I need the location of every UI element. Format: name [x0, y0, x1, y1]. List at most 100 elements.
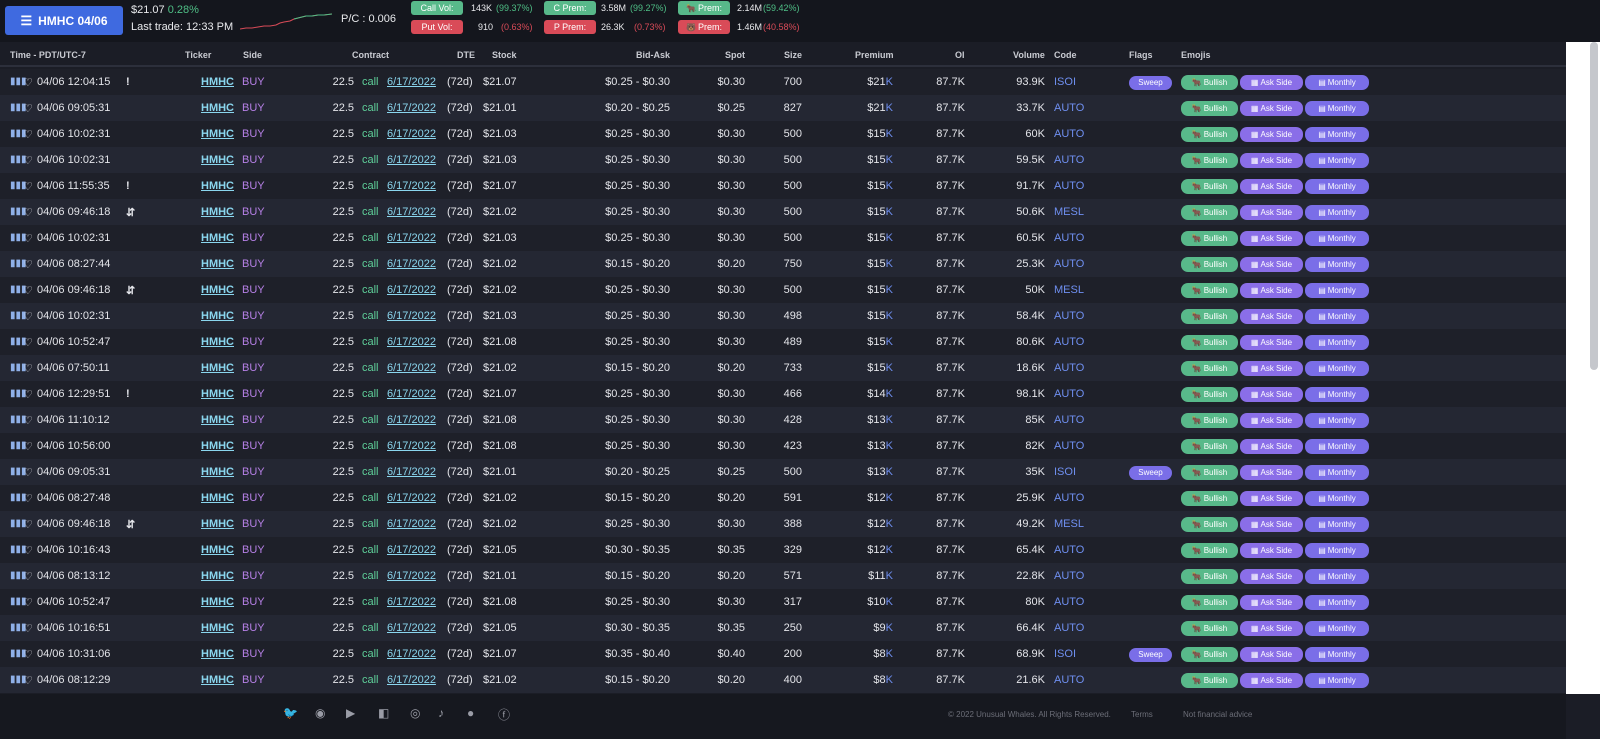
cell-ticker-link[interactable]: HMHC	[201, 284, 234, 296]
chart-icon[interactable]: ▮▮▮	[10, 362, 27, 373]
cell-expiry-link[interactable]: 6/17/2022	[387, 102, 436, 114]
heart-icon[interactable]: ♡	[23, 675, 33, 687]
table-row[interactable]: ▮▮▮ ♡ 04/06 10:16:43 HMHC BUY 22.5 call 6/17/20…	[0, 537, 1566, 563]
cell-expiry-link[interactable]: 6/17/2022	[387, 570, 436, 582]
col-side[interactable]: Side	[243, 50, 263, 60]
twitch-icon[interactable]: ◧	[378, 706, 390, 720]
table-row[interactable]: ▮▮▮ ♡ 04/06 09:46:18 ⇵ HMHC BUY 22.5 call 6/17/2…	[0, 511, 1566, 537]
heart-icon[interactable]: ♡	[23, 545, 33, 557]
cell-ticker-link[interactable]: HMHC	[201, 76, 234, 88]
heart-icon[interactable]: ♡	[23, 389, 33, 401]
table-row[interactable]: ▮▮▮ ♡ 04/06 12:04:15! HMHC BUY 22.5 call 6/17/2…	[0, 69, 1566, 95]
col-premium[interactable]: Premium	[855, 50, 894, 60]
cell-ticker-link[interactable]: HMHC	[201, 466, 234, 478]
heart-icon[interactable]: ♡	[23, 207, 33, 219]
chart-icon[interactable]: ▮▮▮	[10, 622, 27, 633]
heart-icon[interactable]: ♡	[23, 259, 33, 271]
cell-ticker-link[interactable]: HMHC	[201, 232, 234, 244]
table-row[interactable]: ▮▮▮ ♡ 04/06 10:02:31 HMHC BUY 22.5 call 6/17/20…	[0, 225, 1566, 251]
chart-icon[interactable]: ▮▮▮	[10, 76, 27, 87]
table-row[interactable]: ▮▮▮ ♡ 04/06 08:12:29 HMHC BUY 22.5 call 6/17/20…	[0, 667, 1566, 693]
heart-icon[interactable]: ♡	[23, 493, 33, 505]
cell-expiry-link[interactable]: 6/17/2022	[387, 232, 436, 244]
table-row[interactable]: ▮▮▮ ♡ 04/06 10:02:31 HMHC BUY 22.5 call 6/17/20…	[0, 303, 1566, 329]
cell-expiry-link[interactable]: 6/17/2022	[387, 336, 436, 348]
cell-ticker-link[interactable]: HMHC	[201, 206, 234, 218]
vertical-scrollbar[interactable]	[1566, 42, 1600, 694]
cell-ticker-link[interactable]: HMHC	[201, 518, 234, 530]
table-row[interactable]: ▮▮▮ ♡ 04/06 10:31:06 HMHC BUY 22.5 call 6/17/20…	[0, 641, 1566, 667]
chart-icon[interactable]: ▮▮▮	[10, 388, 27, 399]
heart-icon[interactable]: ♡	[23, 337, 33, 349]
instagram-icon[interactable]: ◎	[410, 706, 421, 720]
cell-expiry-link[interactable]: 6/17/2022	[387, 440, 436, 452]
cell-ticker-link[interactable]: HMHC	[201, 596, 234, 608]
chart-icon[interactable]: ▮▮▮	[10, 180, 27, 191]
heart-icon[interactable]: ♡	[23, 649, 33, 661]
col-flags[interactable]: Flags	[1129, 50, 1153, 60]
col-time[interactable]: Time - PDT/UTC-7	[10, 50, 86, 60]
cell-ticker-link[interactable]: HMHC	[201, 362, 234, 374]
reddit-icon[interactable]: ●	[467, 706, 475, 720]
chart-icon[interactable]: ▮▮▮	[10, 310, 27, 321]
ticker-date-button[interactable]: ☰ HMHC 04/06	[5, 6, 123, 35]
chart-icon[interactable]: ▮▮▮	[10, 492, 27, 503]
col-stock[interactable]: Stock	[492, 50, 517, 60]
chart-icon[interactable]: ▮▮▮	[10, 258, 27, 269]
col-bid-ask[interactable]: Bid-Ask	[636, 50, 671, 60]
cell-ticker-link[interactable]: HMHC	[201, 440, 234, 452]
chart-icon[interactable]: ▮▮▮	[10, 544, 27, 555]
cell-ticker-link[interactable]: HMHC	[201, 570, 234, 582]
table-row[interactable]: ▮▮▮ ♡ 04/06 10:52:47 HMHC BUY 22.5 call 6/17/20…	[0, 589, 1566, 615]
heart-icon[interactable]: ♡	[23, 623, 33, 635]
col-spot[interactable]: Spot	[725, 50, 745, 60]
cell-expiry-link[interactable]: 6/17/2022	[387, 154, 436, 166]
chart-icon[interactable]: ▮▮▮	[10, 232, 27, 243]
heart-icon[interactable]: ♡	[23, 597, 33, 609]
cell-expiry-link[interactable]: 6/17/2022	[387, 492, 436, 504]
table-row[interactable]: ▮▮▮ ♡ 04/06 10:16:51 HMHC BUY 22.5 call 6/17/20…	[0, 615, 1566, 641]
heart-icon[interactable]: ♡	[23, 571, 33, 583]
table-row[interactable]: ▮▮▮ ♡ 04/06 10:56:00 HMHC BUY 22.5 call 6/17/20…	[0, 433, 1566, 459]
table-row[interactable]: ▮▮▮ ♡ 04/06 10:02:31 HMHC BUY 22.5 call 6/17/20…	[0, 121, 1566, 147]
chart-icon[interactable]: ▮▮▮	[10, 128, 27, 139]
cell-expiry-link[interactable]: 6/17/2022	[387, 622, 436, 634]
cell-expiry-link[interactable]: 6/17/2022	[387, 674, 436, 686]
cell-expiry-link[interactable]: 6/17/2022	[387, 310, 436, 322]
col-contract[interactable]: Contract	[352, 50, 390, 60]
cell-expiry-link[interactable]: 6/17/2022	[387, 414, 436, 426]
cell-ticker-link[interactable]: HMHC	[201, 544, 234, 556]
cell-expiry-link[interactable]: 6/17/2022	[387, 128, 436, 140]
cell-expiry-link[interactable]: 6/17/2022	[387, 362, 436, 374]
table-row[interactable]: ▮▮▮ ♡ 04/06 09:46:18 ⇵ HMHC BUY 22.5 call 6/17/2…	[0, 199, 1566, 225]
chart-icon[interactable]: ▮▮▮	[10, 648, 27, 659]
heart-icon[interactable]: ♡	[23, 181, 33, 193]
table-row[interactable]: ▮▮▮ ♡ 04/06 08:27:48 HMHC BUY 22.5 call 6/17/20…	[0, 485, 1566, 511]
cell-expiry-link[interactable]: 6/17/2022	[387, 388, 436, 400]
table-row[interactable]: ▮▮▮ ♡ 04/06 09:05:31 HMHC BUY 22.5 call 6/17/20…	[0, 95, 1566, 121]
col-oi[interactable]: OI	[955, 50, 965, 60]
heart-icon[interactable]: ♡	[23, 285, 33, 297]
cell-ticker-link[interactable]: HMHC	[201, 492, 234, 504]
cell-expiry-link[interactable]: 6/17/2022	[387, 284, 436, 296]
chart-icon[interactable]: ▮▮▮	[10, 596, 27, 607]
chart-icon[interactable]: ▮▮▮	[10, 154, 27, 165]
cell-expiry-link[interactable]: 6/17/2022	[387, 518, 436, 530]
col-dte[interactable]: DTE	[457, 50, 475, 60]
chart-icon[interactable]: ▮▮▮	[10, 206, 27, 217]
table-row[interactable]: ▮▮▮ ♡ 04/06 07:50:11 HMHC BUY 22.5 call 6/17/20…	[0, 355, 1566, 381]
chart-icon[interactable]: ▮▮▮	[10, 570, 27, 581]
terms-link[interactable]: Terms	[1131, 710, 1153, 719]
heart-icon[interactable]: ♡	[23, 467, 33, 479]
cell-expiry-link[interactable]: 6/17/2022	[387, 544, 436, 556]
cell-expiry-link[interactable]: 6/17/2022	[387, 76, 436, 88]
cell-ticker-link[interactable]: HMHC	[201, 310, 234, 322]
twitter-icon[interactable]: 🐦	[283, 706, 298, 720]
chart-icon[interactable]: ▮▮▮	[10, 414, 27, 425]
chart-icon[interactable]: ▮▮▮	[10, 336, 27, 347]
cell-ticker-link[interactable]: HMHC	[201, 128, 234, 140]
cell-expiry-link[interactable]: 6/17/2022	[387, 466, 436, 478]
cell-expiry-link[interactable]: 6/17/2022	[387, 596, 436, 608]
chart-icon[interactable]: ▮▮▮	[10, 440, 27, 451]
table-row[interactable]: ▮▮▮ ♡ 04/06 11:55:35! HMHC BUY 22.5 call 6/17/2…	[0, 173, 1566, 199]
